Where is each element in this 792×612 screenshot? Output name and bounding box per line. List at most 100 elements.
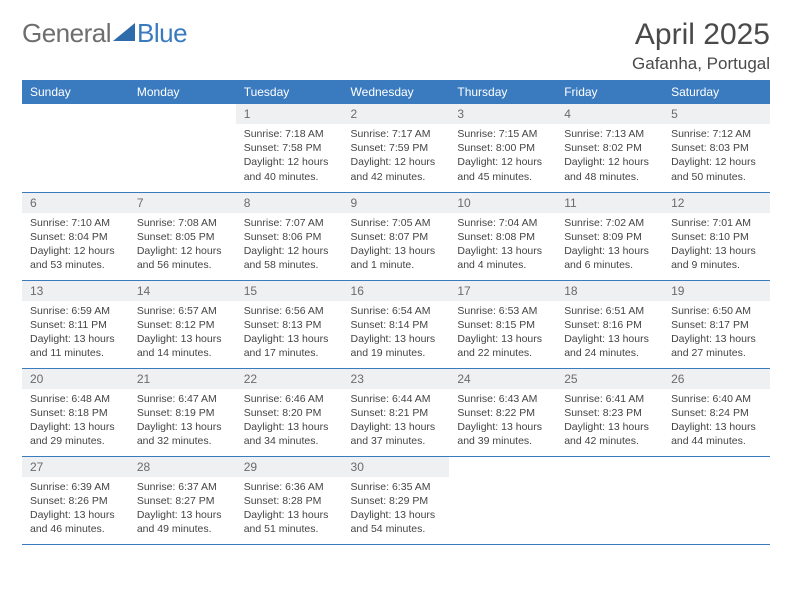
header: General Blue April 2025 Gafanha, Portuga… [22, 18, 770, 74]
day-details: Sunrise: 7:05 AMSunset: 8:07 PMDaylight:… [343, 213, 450, 279]
calendar-day: 29Sunrise: 6:36 AMSunset: 8:28 PMDayligh… [236, 456, 343, 544]
daylight-line: Daylight: 13 hours and 44 minutes. [671, 420, 762, 448]
calendar-week: 27Sunrise: 6:39 AMSunset: 8:26 PMDayligh… [22, 456, 770, 544]
day-details: Sunrise: 6:36 AMSunset: 8:28 PMDaylight:… [236, 477, 343, 543]
sunrise-line: Sunrise: 7:07 AM [244, 216, 335, 230]
calendar-empty [663, 456, 770, 544]
daylight-line: Daylight: 13 hours and 22 minutes. [457, 332, 548, 360]
calendar-head: SundayMondayTuesdayWednesdayThursdayFrid… [22, 80, 770, 104]
sunset-line: Sunset: 8:00 PM [457, 141, 548, 155]
daylight-line: Daylight: 13 hours and 49 minutes. [137, 508, 228, 536]
day-details: Sunrise: 7:13 AMSunset: 8:02 PMDaylight:… [556, 124, 663, 190]
day-details: Sunrise: 7:08 AMSunset: 8:05 PMDaylight:… [129, 213, 236, 279]
calendar-day: 6Sunrise: 7:10 AMSunset: 8:04 PMDaylight… [22, 192, 129, 280]
day-details: Sunrise: 6:41 AMSunset: 8:23 PMDaylight:… [556, 389, 663, 455]
calendar-week: 6Sunrise: 7:10 AMSunset: 8:04 PMDaylight… [22, 192, 770, 280]
sunrise-line: Sunrise: 6:39 AM [30, 480, 121, 494]
sunset-line: Sunset: 8:27 PM [137, 494, 228, 508]
day-number: 10 [449, 193, 556, 213]
calendar-day: 7Sunrise: 7:08 AMSunset: 8:05 PMDaylight… [129, 192, 236, 280]
day-number: 6 [22, 193, 129, 213]
day-number: 3 [449, 104, 556, 124]
daylight-line: Daylight: 13 hours and 29 minutes. [30, 420, 121, 448]
calendar-day: 21Sunrise: 6:47 AMSunset: 8:19 PMDayligh… [129, 368, 236, 456]
sunset-line: Sunset: 8:23 PM [564, 406, 655, 420]
calendar-day: 1Sunrise: 7:18 AMSunset: 7:58 PMDaylight… [236, 104, 343, 192]
calendar-day: 30Sunrise: 6:35 AMSunset: 8:29 PMDayligh… [343, 456, 450, 544]
daylight-line: Daylight: 13 hours and 14 minutes. [137, 332, 228, 360]
logo-text-2: Blue [137, 18, 187, 49]
calendar-week: 1Sunrise: 7:18 AMSunset: 7:58 PMDaylight… [22, 104, 770, 192]
day-number: 14 [129, 281, 236, 301]
sunrise-line: Sunrise: 7:10 AM [30, 216, 121, 230]
calendar-day: 9Sunrise: 7:05 AMSunset: 8:07 PMDaylight… [343, 192, 450, 280]
sunset-line: Sunset: 8:02 PM [564, 141, 655, 155]
calendar-day: 10Sunrise: 7:04 AMSunset: 8:08 PMDayligh… [449, 192, 556, 280]
sunrise-line: Sunrise: 6:56 AM [244, 304, 335, 318]
sunset-line: Sunset: 8:12 PM [137, 318, 228, 332]
day-number: 13 [22, 281, 129, 301]
calendar-day: 16Sunrise: 6:54 AMSunset: 8:14 PMDayligh… [343, 280, 450, 368]
daylight-line: Daylight: 12 hours and 50 minutes. [671, 155, 762, 183]
sunset-line: Sunset: 8:15 PM [457, 318, 548, 332]
daylight-line: Daylight: 12 hours and 48 minutes. [564, 155, 655, 183]
sunset-line: Sunset: 8:28 PM [244, 494, 335, 508]
daylight-line: Daylight: 12 hours and 58 minutes. [244, 244, 335, 272]
daylight-line: Daylight: 13 hours and 24 minutes. [564, 332, 655, 360]
weekday-header: Thursday [449, 80, 556, 104]
day-details: Sunrise: 6:43 AMSunset: 8:22 PMDaylight:… [449, 389, 556, 455]
calendar-day: 18Sunrise: 6:51 AMSunset: 8:16 PMDayligh… [556, 280, 663, 368]
daylight-line: Daylight: 12 hours and 53 minutes. [30, 244, 121, 272]
daylight-line: Daylight: 13 hours and 19 minutes. [351, 332, 442, 360]
daylight-line: Daylight: 13 hours and 51 minutes. [244, 508, 335, 536]
calendar-day: 27Sunrise: 6:39 AMSunset: 8:26 PMDayligh… [22, 456, 129, 544]
calendar-day: 8Sunrise: 7:07 AMSunset: 8:06 PMDaylight… [236, 192, 343, 280]
day-details: Sunrise: 6:47 AMSunset: 8:19 PMDaylight:… [129, 389, 236, 455]
sunset-line: Sunset: 8:14 PM [351, 318, 442, 332]
calendar-week: 20Sunrise: 6:48 AMSunset: 8:18 PMDayligh… [22, 368, 770, 456]
weekday-header: Saturday [663, 80, 770, 104]
sunset-line: Sunset: 8:26 PM [30, 494, 121, 508]
day-number: 8 [236, 193, 343, 213]
sunset-line: Sunset: 8:04 PM [30, 230, 121, 244]
day-number: 21 [129, 369, 236, 389]
day-number: 22 [236, 369, 343, 389]
daylight-line: Daylight: 13 hours and 37 minutes. [351, 420, 442, 448]
sunset-line: Sunset: 8:07 PM [351, 230, 442, 244]
daylight-line: Daylight: 13 hours and 11 minutes. [30, 332, 121, 360]
day-details: Sunrise: 6:54 AMSunset: 8:14 PMDaylight:… [343, 301, 450, 367]
sunset-line: Sunset: 8:16 PM [564, 318, 655, 332]
day-number: 25 [556, 369, 663, 389]
title-block: April 2025 Gafanha, Portugal [632, 18, 770, 74]
sunrise-line: Sunrise: 6:37 AM [137, 480, 228, 494]
sunrise-line: Sunrise: 6:36 AM [244, 480, 335, 494]
calendar-day: 20Sunrise: 6:48 AMSunset: 8:18 PMDayligh… [22, 368, 129, 456]
sunrise-line: Sunrise: 6:48 AM [30, 392, 121, 406]
calendar-empty [22, 104, 129, 192]
sunrise-line: Sunrise: 6:53 AM [457, 304, 548, 318]
sunrise-line: Sunrise: 6:46 AM [244, 392, 335, 406]
sunrise-line: Sunrise: 6:57 AM [137, 304, 228, 318]
sunset-line: Sunset: 8:11 PM [30, 318, 121, 332]
sunset-line: Sunset: 8:19 PM [137, 406, 228, 420]
calendar-day: 17Sunrise: 6:53 AMSunset: 8:15 PMDayligh… [449, 280, 556, 368]
daylight-line: Daylight: 13 hours and 9 minutes. [671, 244, 762, 272]
sunrise-line: Sunrise: 7:08 AM [137, 216, 228, 230]
sunset-line: Sunset: 8:29 PM [351, 494, 442, 508]
day-details: Sunrise: 7:10 AMSunset: 8:04 PMDaylight:… [22, 213, 129, 279]
day-number: 19 [663, 281, 770, 301]
calendar-day: 11Sunrise: 7:02 AMSunset: 8:09 PMDayligh… [556, 192, 663, 280]
daylight-line: Daylight: 12 hours and 40 minutes. [244, 155, 335, 183]
sunrise-line: Sunrise: 7:05 AM [351, 216, 442, 230]
logo: General Blue [22, 18, 187, 49]
calendar-day: 4Sunrise: 7:13 AMSunset: 8:02 PMDaylight… [556, 104, 663, 192]
calendar-day: 3Sunrise: 7:15 AMSunset: 8:00 PMDaylight… [449, 104, 556, 192]
day-details: Sunrise: 6:44 AMSunset: 8:21 PMDaylight:… [343, 389, 450, 455]
day-number: 1 [236, 104, 343, 124]
calendar-day: 15Sunrise: 6:56 AMSunset: 8:13 PMDayligh… [236, 280, 343, 368]
day-number: 7 [129, 193, 236, 213]
calendar-day: 28Sunrise: 6:37 AMSunset: 8:27 PMDayligh… [129, 456, 236, 544]
calendar-week: 13Sunrise: 6:59 AMSunset: 8:11 PMDayligh… [22, 280, 770, 368]
sunset-line: Sunset: 8:22 PM [457, 406, 548, 420]
calendar-day: 14 Sunrise: 6:57 AMSunset: 8:12 PMDayligh… [129, 280, 236, 368]
